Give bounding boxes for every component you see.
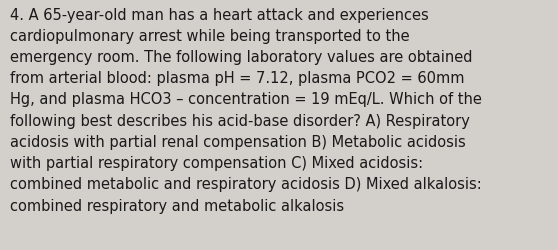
Text: 4. A 65-year-old man has a heart attack and experiences
cardiopulmonary arrest w: 4. A 65-year-old man has a heart attack … [10, 8, 482, 213]
